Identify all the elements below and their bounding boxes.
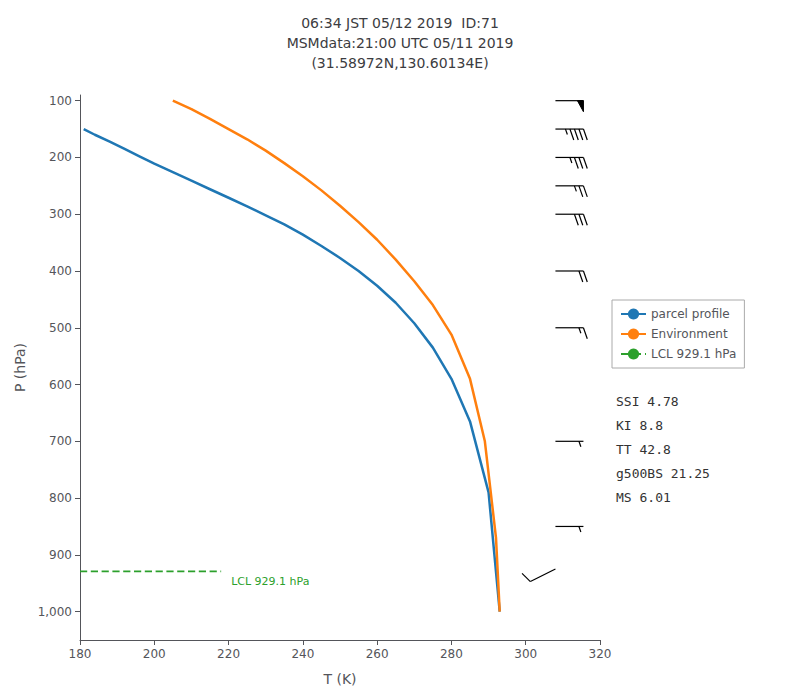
svg-text:LCL 929.1 hPa: LCL 929.1 hPa [231, 575, 309, 588]
svg-text:300: 300 [49, 207, 72, 221]
svg-text:200: 200 [143, 647, 166, 661]
svg-text:LCL 929.1 hPa: LCL 929.1 hPa [651, 347, 736, 361]
svg-text:P (hPa): P (hPa) [12, 343, 28, 392]
svg-text:500: 500 [49, 321, 72, 335]
svg-text:220: 220 [217, 647, 240, 661]
svg-text:700: 700 [49, 434, 72, 448]
svg-text:KI 8.8: KI 8.8 [616, 418, 663, 433]
svg-text:SSI 4.78: SSI 4.78 [616, 394, 679, 409]
svg-text:900: 900 [49, 548, 72, 562]
svg-text:300: 300 [514, 647, 537, 661]
svg-text:(31.58972N,130.60134E): (31.58972N,130.60134E) [311, 55, 488, 71]
svg-text:T (K): T (K) [322, 671, 356, 687]
svg-text:parcel profile: parcel profile [651, 307, 730, 321]
svg-text:320: 320 [589, 647, 612, 661]
svg-text:260: 260 [366, 647, 389, 661]
svg-text:200: 200 [49, 150, 72, 164]
svg-text:MSMdata:21:00 UTC 05/11 2019: MSMdata:21:00 UTC 05/11 2019 [287, 35, 514, 51]
svg-text:06:34 JST 05/12 2019 ID:71: 06:34 JST 05/12 2019 ID:71 [301, 15, 499, 31]
svg-text:MS 6.01: MS 6.01 [616, 490, 671, 505]
svg-text:240: 240 [291, 647, 314, 661]
svg-text:280: 280 [440, 647, 463, 661]
svg-text:TT 42.8: TT 42.8 [616, 442, 671, 457]
svg-text:600: 600 [49, 378, 72, 392]
svg-text:800: 800 [49, 491, 72, 505]
svg-text:100: 100 [49, 94, 72, 108]
svg-text:g500BS 21.25: g500BS 21.25 [616, 466, 710, 481]
svg-text:1,000: 1,000 [38, 605, 72, 619]
svg-text:180: 180 [69, 647, 92, 661]
svg-text:Environment: Environment [651, 327, 728, 341]
svg-text:400: 400 [49, 264, 72, 278]
